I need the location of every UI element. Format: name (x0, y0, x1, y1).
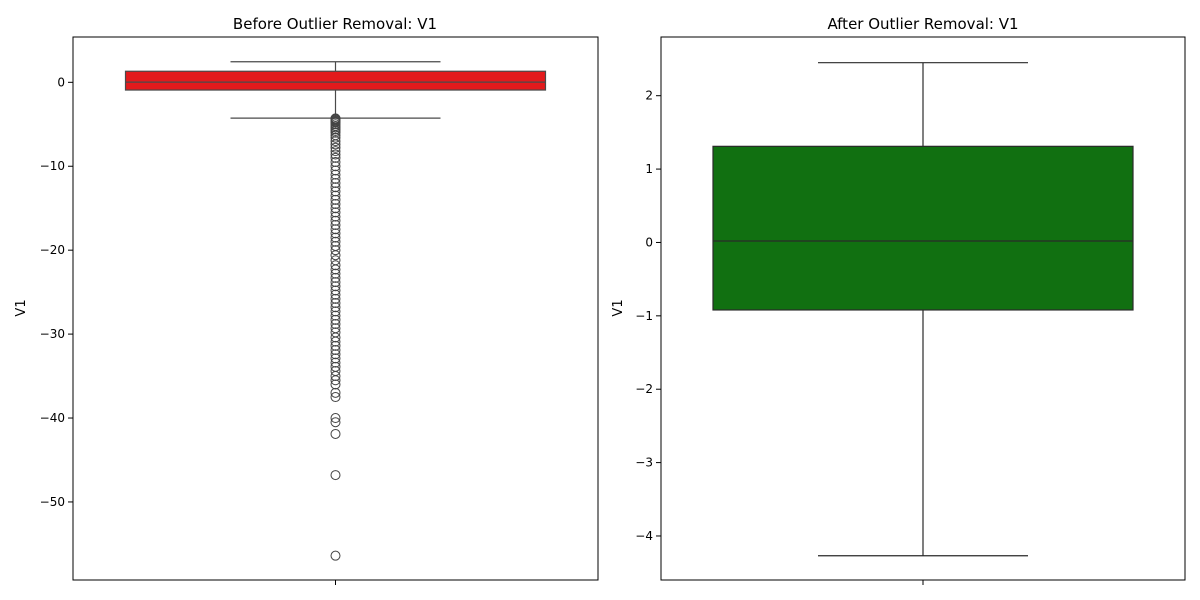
outlier-point (330, 336, 341, 347)
outlier-point (330, 182, 341, 193)
outlier-point (330, 132, 341, 143)
outlier-point (330, 392, 341, 403)
outlier-point (330, 277, 341, 288)
outlier-point (330, 169, 341, 180)
outlier-point (330, 332, 341, 343)
y-tick-label: −20 (40, 243, 65, 257)
outlier-point (330, 173, 341, 184)
outlier-point (330, 139, 341, 150)
outlier-point (330, 387, 341, 398)
outlier-point (330, 272, 341, 283)
outlier-point (330, 215, 341, 226)
outlier-point (330, 165, 341, 176)
plot-area-after: 2 1 0 −1 −2 −3 −4 (635, 62, 1134, 585)
outlier-point (330, 203, 341, 214)
outlier-point (330, 375, 341, 386)
outlier-point (330, 379, 341, 390)
outlier-point (330, 340, 341, 351)
y-tick-label: −10 (40, 159, 65, 173)
y-tick-label: 1 (645, 162, 653, 176)
y-axis-label-before: V1 (14, 299, 29, 316)
y-tick-label: −3 (635, 456, 653, 470)
outlier-point (330, 232, 341, 243)
outlier-point (330, 157, 341, 168)
outlier-point (330, 268, 341, 279)
outlier-point (330, 357, 341, 368)
outlier-point (330, 345, 341, 356)
outlier-point (330, 236, 341, 247)
outlier-point (330, 302, 341, 313)
outlier-point (330, 149, 341, 160)
outlier-point (330, 281, 341, 292)
outlier-point (330, 127, 341, 138)
outlier-point (330, 178, 341, 189)
outlier-point (330, 186, 341, 197)
outlier-point (330, 470, 341, 481)
y-tick-label: −1 (635, 309, 653, 323)
outlier-point (330, 142, 341, 153)
outlier-point (330, 161, 341, 172)
outlier-point (330, 289, 341, 300)
chart-before: Before Outlier Removal: V1 V1 0 −10 −20 −30… (14, 15, 599, 585)
outlier-point (330, 146, 341, 157)
outlier-point (330, 219, 341, 230)
outlier-point (330, 207, 341, 218)
outlier-point (330, 224, 341, 235)
outlier-point (330, 260, 341, 271)
y-tick-label: 0 (57, 75, 65, 89)
outlier-point (330, 228, 341, 239)
iqr-box (712, 145, 1134, 311)
axes-frame-after (660, 36, 1186, 581)
chart-title-before: Before Outlier Removal: V1 (233, 15, 437, 33)
outlier-point (330, 298, 341, 309)
y-tick-label: −4 (635, 529, 653, 543)
chart-after: After Outlier Removal: V1 V1 2 1 0 −1 −2 −3 −4 (611, 15, 1186, 585)
outlier-point (330, 310, 341, 321)
chart-title-after: After Outlier Removal: V1 (827, 15, 1018, 33)
y-axis-label-after: V1 (611, 299, 626, 316)
y-tick-label: −40 (40, 411, 65, 425)
outlier-point (330, 250, 341, 261)
outlier-point (330, 245, 341, 256)
outlier-point (330, 371, 341, 382)
outlier-point (330, 306, 341, 317)
outlier-point (330, 353, 341, 364)
outlier-point (330, 293, 341, 304)
outlier-point (330, 550, 341, 561)
y-tick-label: −2 (635, 382, 653, 396)
outlier-point (330, 199, 341, 210)
y-tick-label: −30 (40, 327, 65, 341)
outlier-point (330, 314, 341, 325)
y-tick-label: −50 (40, 495, 65, 509)
outlier-point (330, 255, 341, 266)
axes-frame-before (72, 36, 599, 581)
y-tick-label: 0 (645, 235, 653, 249)
outlier-point (330, 428, 341, 439)
plot-area-before: 0 −10 −20 −30 −40 −50 (40, 61, 547, 585)
outlier-point (330, 285, 341, 296)
outlier-point (330, 349, 341, 360)
outlier-point (330, 413, 341, 424)
outlier-point (330, 319, 341, 330)
y-tick-label: 2 (645, 89, 653, 103)
outlier-point (330, 190, 341, 201)
outlier-point (330, 152, 341, 163)
outlier-point (330, 264, 341, 275)
outlier-point (330, 136, 341, 147)
outlier-point (330, 211, 341, 222)
iqr-box (124, 70, 547, 91)
outlier-point (330, 417, 341, 428)
outlier-point (330, 194, 341, 205)
